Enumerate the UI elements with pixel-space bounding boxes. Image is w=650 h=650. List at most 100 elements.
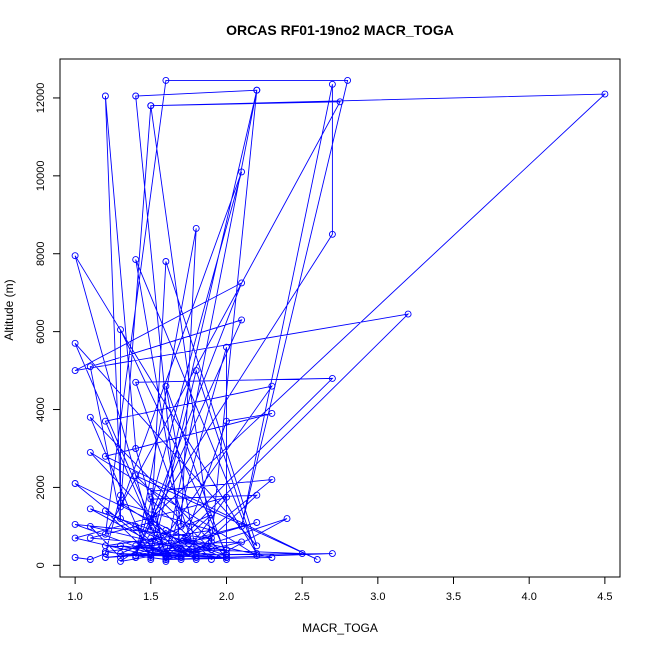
data-point bbox=[117, 326, 124, 334]
data-point bbox=[86, 413, 94, 421]
data-point bbox=[162, 557, 170, 565]
data-point bbox=[313, 556, 321, 563]
data-point bbox=[328, 374, 336, 382]
data-point bbox=[71, 534, 79, 542]
data-point bbox=[71, 339, 79, 347]
data-point bbox=[192, 550, 200, 558]
data-point bbox=[223, 552, 230, 560]
data-point bbox=[223, 417, 230, 425]
data-point bbox=[147, 495, 155, 503]
data-point bbox=[336, 98, 344, 106]
data-point bbox=[117, 515, 124, 523]
series-points bbox=[71, 76, 609, 565]
data-point bbox=[192, 224, 200, 232]
data-point bbox=[132, 92, 140, 100]
data-point bbox=[101, 417, 109, 425]
data-point bbox=[298, 550, 306, 558]
data-point bbox=[147, 552, 155, 560]
data-point bbox=[86, 534, 94, 542]
data-point bbox=[71, 554, 79, 561]
data-point bbox=[328, 550, 336, 558]
data-point bbox=[162, 550, 170, 558]
x-tick-label: 1.0 bbox=[67, 591, 82, 603]
data-point bbox=[328, 230, 336, 238]
data-point bbox=[117, 554, 124, 561]
x-tick-label: 4.0 bbox=[522, 591, 537, 603]
data-point bbox=[238, 538, 246, 546]
data-point bbox=[147, 534, 155, 542]
data-point bbox=[223, 493, 230, 501]
x-tick-label: 4.5 bbox=[597, 591, 612, 603]
data-point bbox=[71, 520, 79, 528]
data-point bbox=[207, 534, 215, 542]
y-tick-label: 2000 bbox=[35, 475, 47, 499]
data-point bbox=[132, 542, 140, 550]
data-point bbox=[71, 252, 79, 260]
data-point bbox=[162, 258, 170, 265]
data-point bbox=[101, 530, 109, 538]
data-point bbox=[132, 378, 140, 386]
data-point bbox=[162, 526, 170, 534]
data-point bbox=[207, 511, 215, 519]
data-point bbox=[147, 519, 155, 526]
plot-area bbox=[59, 58, 621, 578]
data-point bbox=[177, 534, 185, 542]
y-axis: 0 2000 4000 6000 8000 10000 12000 bbox=[35, 83, 61, 568]
y-tick-label: 12000 bbox=[35, 83, 47, 114]
series-0-line bbox=[74, 79, 607, 563]
data-point bbox=[86, 522, 94, 530]
data-point bbox=[147, 102, 155, 110]
data-point bbox=[192, 367, 200, 375]
data-point bbox=[86, 505, 94, 513]
x-tick-label: 1.5 bbox=[143, 591, 158, 603]
data-point bbox=[268, 476, 276, 484]
data-point bbox=[253, 552, 261, 560]
y-tick-label: 6000 bbox=[35, 319, 47, 343]
data-point bbox=[192, 554, 200, 561]
data-point bbox=[253, 491, 261, 499]
x-tick-label: 3.0 bbox=[370, 591, 385, 603]
y-tick-label: 0 bbox=[35, 562, 47, 568]
y-tick-label: 4000 bbox=[35, 397, 47, 421]
y-tick-label: 8000 bbox=[35, 241, 47, 265]
data-point bbox=[344, 76, 352, 84]
data-point bbox=[132, 445, 140, 452]
data-point bbox=[132, 554, 140, 561]
data-point bbox=[71, 480, 79, 487]
data-point bbox=[101, 92, 109, 100]
data-point bbox=[117, 499, 124, 507]
data-point bbox=[117, 550, 124, 558]
data-point bbox=[253, 519, 261, 526]
y-tick-label: 10000 bbox=[35, 161, 47, 192]
data-point bbox=[177, 546, 185, 554]
x-axis: 1.0 1.5 2.0 2.5 3.0 3.5 4.0 4.5 bbox=[67, 576, 613, 603]
data-point bbox=[253, 542, 261, 550]
data-point bbox=[177, 556, 185, 563]
data-point bbox=[268, 409, 276, 417]
data-point bbox=[101, 452, 109, 460]
data-point bbox=[86, 448, 94, 456]
data-point bbox=[132, 522, 140, 530]
data-point bbox=[117, 503, 124, 511]
data-point bbox=[147, 515, 155, 523]
data-point bbox=[101, 550, 109, 558]
data-point bbox=[147, 526, 155, 534]
data-point bbox=[207, 556, 215, 563]
data-point bbox=[147, 487, 155, 495]
data-point bbox=[86, 556, 94, 563]
data-point bbox=[117, 491, 124, 499]
x-tick-label: 2.0 bbox=[219, 591, 234, 603]
data-point bbox=[207, 542, 215, 550]
data-point bbox=[404, 310, 412, 318]
data-point bbox=[147, 554, 155, 561]
x-tick-label: 3.5 bbox=[446, 591, 461, 603]
data-point bbox=[162, 554, 170, 561]
data-point bbox=[207, 546, 215, 554]
data-point bbox=[101, 554, 109, 561]
data-point bbox=[223, 556, 230, 563]
data-point bbox=[177, 554, 185, 561]
data-point bbox=[238, 168, 246, 176]
plot-frame bbox=[59, 58, 621, 578]
data-point bbox=[162, 76, 170, 84]
